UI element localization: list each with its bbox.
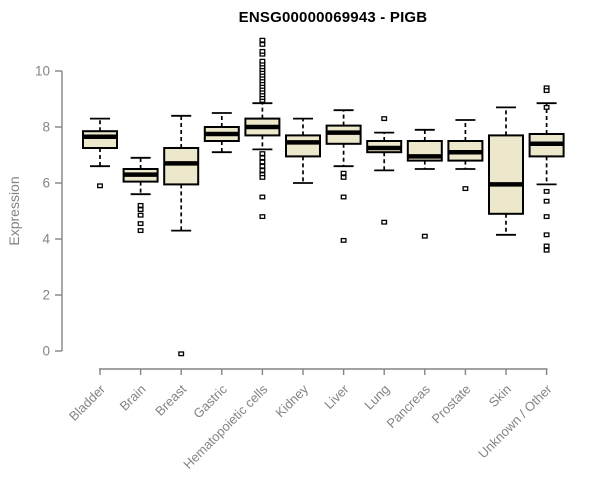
box-prostate (447, 119, 484, 192)
iqr-box (285, 134, 321, 158)
box-kidney (285, 117, 321, 184)
outlier-point (137, 202, 144, 208)
outlier-point (340, 237, 347, 243)
box-skin (488, 106, 524, 236)
outlier-point (340, 194, 347, 200)
outlier-point (259, 163, 266, 169)
outlier-point (259, 159, 266, 165)
y-tick-label: 4 (42, 232, 50, 247)
outlier-point (381, 116, 388, 122)
box-gastric (203, 112, 240, 154)
x-tick-label: Gastric (190, 381, 230, 421)
x-tick-label: Kidney (272, 381, 311, 420)
x-tick-label: Liver (321, 381, 352, 412)
outlier-point (340, 170, 347, 176)
outlier-point (543, 247, 550, 253)
iqr-box (488, 134, 524, 215)
outlier-point (543, 88, 550, 94)
box-hematopoietic-cells (244, 37, 281, 220)
outlier-point (178, 351, 185, 357)
box-breast (163, 114, 200, 357)
outlier-point (421, 233, 428, 239)
iqr-box (82, 130, 118, 149)
outlier-point (259, 214, 266, 220)
outlier-point (259, 167, 266, 173)
x-tick-label: Prostate (429, 382, 474, 427)
outlier-point (137, 228, 144, 234)
outlier-point (259, 58, 266, 64)
outlier-point (543, 232, 550, 238)
outlier-point (259, 155, 266, 161)
x-tick-label: Unknown / Other (475, 381, 555, 461)
x-tick-label: Brain (117, 382, 149, 414)
outlier-point (259, 194, 266, 200)
box-lung (366, 116, 403, 225)
y-tick-label: 10 (35, 64, 50, 79)
outlier-point (259, 151, 266, 157)
x-tick-label: Bladder (66, 381, 109, 424)
outlier-point (381, 219, 388, 225)
x-tick-label: Breast (152, 381, 189, 418)
outlier-point (543, 188, 550, 194)
y-tick-label: 2 (42, 288, 50, 303)
outlier-point (340, 174, 347, 180)
y-tick-label: 0 (42, 344, 50, 359)
y-tick-label: 6 (42, 176, 50, 191)
box-brain (122, 156, 159, 234)
x-tick-label: Skin (486, 382, 514, 410)
outlier-point (97, 183, 103, 189)
outlier-point (543, 104, 550, 110)
outlier-point (543, 243, 550, 249)
outlier-point (259, 174, 266, 180)
x-tick-label: Pancreas (383, 381, 433, 431)
box-pancreas (406, 128, 443, 239)
box-unknown-other (528, 85, 565, 253)
outlier-point (259, 41, 266, 47)
chart-title: ENSG00000069943 - PIGB (238, 9, 428, 26)
outlier-point (462, 186, 469, 192)
outlier-point (137, 221, 144, 227)
outlier-point (543, 214, 550, 220)
x-tick-label: Lung (361, 382, 392, 413)
box-bladder (82, 117, 118, 189)
outlier-point (543, 198, 550, 204)
outlier-point (137, 207, 144, 213)
outlier-point (137, 212, 144, 218)
outlier-point (259, 37, 266, 43)
iqr-box (163, 147, 200, 186)
y-tick-label: 8 (42, 120, 50, 135)
outlier-point (259, 48, 266, 54)
box-liver (325, 109, 362, 243)
